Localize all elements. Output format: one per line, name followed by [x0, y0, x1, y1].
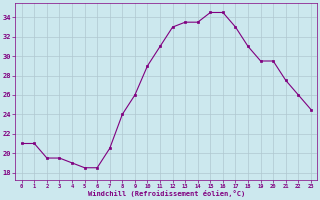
X-axis label: Windchill (Refroidissement éolien,°C): Windchill (Refroidissement éolien,°C): [88, 190, 245, 197]
